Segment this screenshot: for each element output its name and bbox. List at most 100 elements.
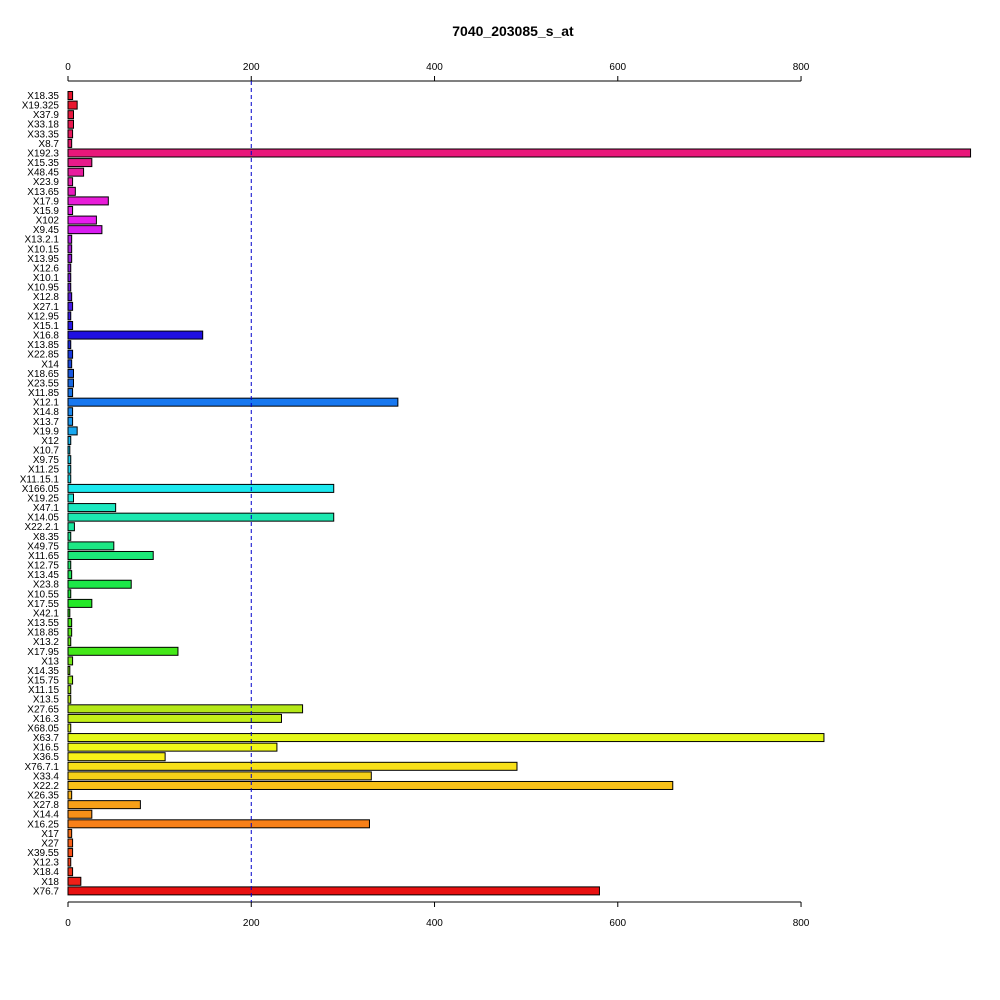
category-label: X12.1 bbox=[33, 398, 60, 409]
bar bbox=[67, 886, 600, 896]
bottom-axis-tick-label: 800 bbox=[793, 918, 810, 929]
bar bbox=[67, 503, 117, 513]
bar bbox=[67, 330, 204, 340]
category-label: X11.15 bbox=[28, 685, 59, 696]
bar bbox=[67, 311, 72, 321]
category-label: X19.25 bbox=[27, 493, 59, 504]
bar bbox=[67, 761, 518, 771]
top-axis-tick-label: 400 bbox=[426, 62, 443, 73]
bar bbox=[67, 819, 370, 829]
category-label: X12 bbox=[41, 436, 59, 447]
bottom-axis-tick-label: 200 bbox=[243, 918, 260, 929]
category-label: X13.2.1 bbox=[25, 235, 60, 246]
bar bbox=[67, 359, 73, 369]
bar bbox=[67, 704, 304, 714]
category-label: X13.5 bbox=[33, 695, 60, 706]
category-label: X18.4 bbox=[33, 867, 60, 878]
bar bbox=[67, 618, 73, 628]
bar bbox=[67, 560, 72, 570]
bar bbox=[67, 675, 74, 685]
category-label: X11.15.1 bbox=[20, 474, 60, 485]
category-label: X16.3 bbox=[33, 714, 60, 725]
category-label: X192.3 bbox=[27, 148, 59, 159]
bar bbox=[67, 158, 93, 168]
category-label: X13.45 bbox=[27, 570, 59, 581]
bar bbox=[67, 522, 75, 532]
category-label: X18 bbox=[41, 877, 59, 888]
bar bbox=[67, 167, 85, 177]
category-label: X10.55 bbox=[27, 589, 59, 600]
category-label: X17 bbox=[41, 829, 59, 840]
bar bbox=[67, 646, 179, 656]
category-label: X14 bbox=[41, 359, 59, 370]
bar bbox=[67, 550, 154, 560]
category-label: X11.65 bbox=[28, 551, 59, 562]
bar bbox=[67, 455, 72, 465]
category-label: X8.7 bbox=[38, 139, 59, 150]
category-label: X13.2 bbox=[33, 637, 60, 648]
category-label: X23.55 bbox=[27, 378, 59, 389]
category-label: X15.75 bbox=[27, 676, 59, 687]
category-label: X26.35 bbox=[27, 791, 59, 802]
category-label: X10.15 bbox=[27, 244, 59, 255]
bar bbox=[67, 445, 71, 455]
bar bbox=[67, 780, 674, 790]
bar bbox=[67, 800, 141, 810]
bar bbox=[67, 196, 109, 206]
category-label: X48.45 bbox=[27, 168, 59, 179]
bar bbox=[67, 771, 372, 781]
category-label: X33.35 bbox=[27, 129, 59, 140]
category-label: X33.4 bbox=[33, 771, 60, 782]
category-label: X13.65 bbox=[27, 187, 59, 198]
top-axis-tick-label: 800 bbox=[793, 62, 810, 73]
category-label: X18.65 bbox=[27, 369, 59, 380]
category-labels: X18.35X19.325X37.9X33.18X33.35X8.7X192.3… bbox=[20, 91, 60, 897]
bar bbox=[67, 589, 72, 599]
bottom-axis-tick-label: 600 bbox=[609, 918, 626, 929]
bottom-x-axis: 0 200 400 600 800 bbox=[65, 901, 810, 929]
bar bbox=[67, 91, 74, 100]
bar bbox=[67, 119, 74, 129]
top-x-axis: 0 200 400 600 800 bbox=[65, 62, 810, 82]
bar bbox=[67, 848, 74, 858]
category-label: X13.55 bbox=[27, 618, 59, 629]
category-label: X17.9 bbox=[33, 196, 60, 207]
bar bbox=[67, 388, 74, 398]
bar bbox=[67, 282, 72, 292]
top-axis-tick-label: 600 bbox=[609, 62, 626, 73]
bottom-axis-tick-label: 0 bbox=[65, 918, 71, 929]
bar bbox=[67, 110, 74, 120]
bar bbox=[67, 637, 72, 647]
category-label: X22.2 bbox=[33, 781, 60, 792]
category-label: X10.95 bbox=[27, 283, 59, 294]
bar bbox=[67, 320, 74, 330]
category-label: X12.3 bbox=[33, 858, 60, 869]
category-label: X11.85 bbox=[28, 388, 59, 399]
category-label: X14.4 bbox=[33, 810, 60, 821]
category-label: X27 bbox=[41, 838, 59, 849]
bar bbox=[67, 340, 72, 350]
bar bbox=[67, 100, 78, 110]
category-label: X9.45 bbox=[33, 225, 60, 236]
category-label: X10.7 bbox=[33, 446, 60, 457]
category-label: X76.7 bbox=[33, 886, 60, 897]
bar bbox=[67, 129, 74, 139]
bar bbox=[67, 598, 93, 608]
bars-group bbox=[67, 91, 972, 896]
bar bbox=[67, 177, 74, 187]
category-label: X11.25 bbox=[28, 465, 59, 476]
bar bbox=[67, 713, 282, 723]
bar bbox=[67, 464, 72, 474]
category-label: X17.95 bbox=[27, 647, 59, 658]
bar bbox=[67, 493, 74, 503]
top-axis-tick-label: 200 bbox=[243, 62, 260, 73]
category-label: X23.9 bbox=[33, 177, 60, 188]
category-label: X12.6 bbox=[33, 263, 60, 274]
category-label: X13 bbox=[41, 656, 59, 667]
bar bbox=[67, 665, 71, 675]
bar bbox=[67, 244, 73, 254]
bar bbox=[67, 742, 278, 752]
category-label: X14.05 bbox=[27, 513, 59, 524]
bar bbox=[67, 253, 73, 263]
